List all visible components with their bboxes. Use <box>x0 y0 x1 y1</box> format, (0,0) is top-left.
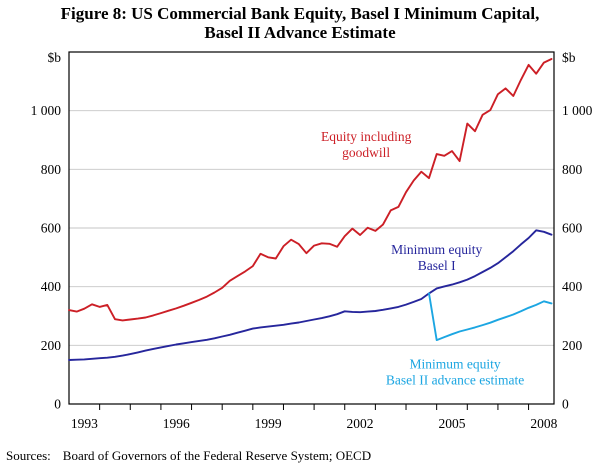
figure-title-line1: Figure 8: US Commercial Bank Equity, Bas… <box>60 4 540 23</box>
x-axis-label: 1999 <box>255 416 282 431</box>
sources-note: Sources: Board of Governors of the Federa… <box>6 448 371 464</box>
x-axis-label: 1993 <box>71 416 98 431</box>
series-line-basel1 <box>68 229 553 361</box>
plot-frame <box>68 51 555 405</box>
x-axis-label: 2005 <box>438 416 465 431</box>
y-axis-label-right: 1 000 <box>562 103 593 118</box>
y-axis-label-left: 400 <box>41 279 62 294</box>
y-axis-label-right: 800 <box>562 162 583 177</box>
y-axis-unit-left: $b <box>48 50 62 65</box>
sources-text: Board of Governors of the Federal Reserv… <box>62 448 372 463</box>
y-axis-label-right: 400 <box>562 279 583 294</box>
series-annotation-basel2: Minimum equity Basel II advance estimate <box>386 356 524 387</box>
y-axis-label-right: 200 <box>562 338 583 353</box>
figure-title: Figure 8: US Commercial Bank Equity, Bas… <box>0 4 600 42</box>
y-axis-label-left: 200 <box>41 338 62 353</box>
y-axis-label-right: 0 <box>562 397 569 412</box>
y-axis-label-left: 0 <box>54 397 61 412</box>
y-axis-label-left: 800 <box>41 162 62 177</box>
y-axis-unit-right: $b <box>562 50 576 65</box>
line-chart: 0 0 200 200 400 400 600 600 800 800 1 000 1 000 $b $b… <box>31 50 593 431</box>
y-axis-label-left: 1 000 <box>31 103 62 118</box>
series-annotation-basel1: Minimum equity Basel I <box>391 242 482 273</box>
y-axis-label-left: 600 <box>41 221 62 236</box>
x-axis-label: 1996 <box>163 416 190 431</box>
series-line-basel2 <box>428 292 553 342</box>
x-axis-label: 2002 <box>347 416 374 431</box>
figure-title-line2: Basel II Advance Estimate <box>204 23 396 42</box>
series-line-equity <box>68 58 553 322</box>
series-annotation-equity: Equity including goodwill <box>321 129 412 160</box>
sources-label: Sources: <box>6 448 51 463</box>
x-axis-label: 2008 <box>530 416 557 431</box>
y-axis-label-right: 600 <box>562 221 583 236</box>
